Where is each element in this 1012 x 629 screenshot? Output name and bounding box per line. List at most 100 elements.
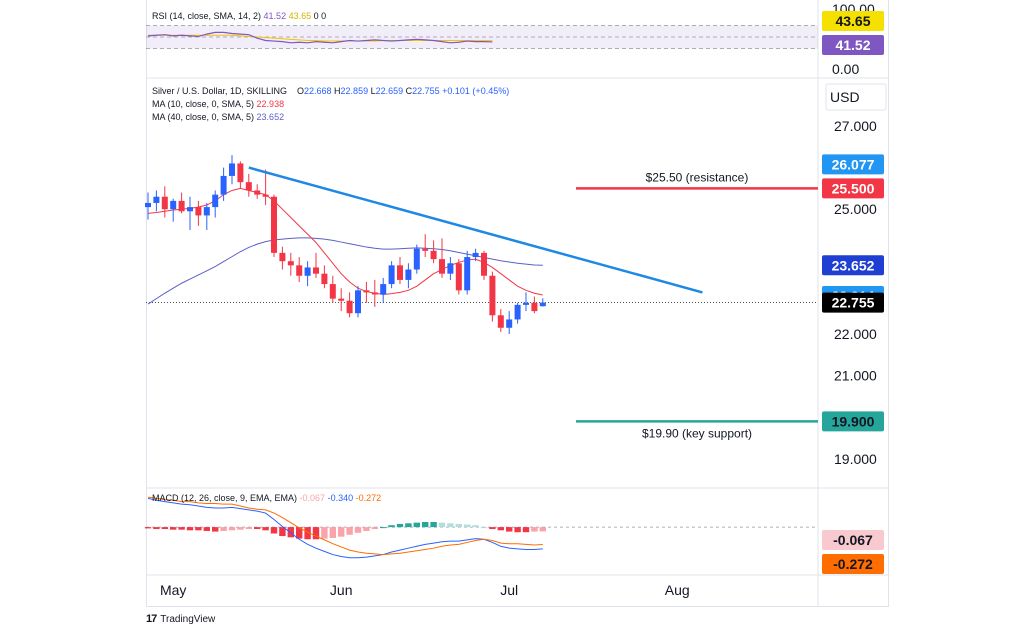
macd-histogram-bar xyxy=(195,527,202,531)
ohlc-part-1: 22.668 xyxy=(304,86,334,96)
time-axis-label: Jul xyxy=(500,582,518,598)
candle-body xyxy=(430,250,437,260)
macd-histogram-bar xyxy=(346,527,353,535)
macd-histogram-bar xyxy=(506,527,513,532)
macd-histogram-bar xyxy=(170,527,177,530)
macd-histogram-bar xyxy=(270,527,278,534)
macd-histogram-bar xyxy=(329,527,336,538)
macd-histogram-bar xyxy=(338,527,345,537)
macd-histogram-bar xyxy=(497,527,504,531)
price-tag-text: 25.500 xyxy=(832,180,875,196)
macd-histogram-bar xyxy=(489,527,496,530)
macd-histogram-bar xyxy=(279,527,286,537)
candle-body xyxy=(203,207,210,216)
candle-body xyxy=(371,292,378,295)
candle-body xyxy=(161,196,168,210)
macd-value-tag-text: -0.272 xyxy=(833,556,873,572)
macd-histogram-bar xyxy=(388,525,395,528)
candle-body xyxy=(338,298,345,301)
macd-histogram-bar xyxy=(220,527,227,531)
candle-body xyxy=(313,267,319,274)
ohlc-part-6: C xyxy=(406,86,413,96)
price-title: Silver / U.S. Dollar, 1D, SKILLING xyxy=(152,86,287,96)
price-tag-text: 19.900 xyxy=(832,413,875,429)
candle-body xyxy=(497,315,504,328)
macd-histogram-bar xyxy=(245,527,252,530)
ma-legend-value: 22.938 xyxy=(257,99,285,109)
candle-body xyxy=(489,275,496,316)
candle-body xyxy=(279,252,286,262)
candle-body xyxy=(237,163,244,183)
footer-brand: TradingView xyxy=(160,613,216,625)
candle-body xyxy=(170,200,177,210)
rsi-value-tag xyxy=(822,11,884,31)
macd-histogram-bar xyxy=(304,527,311,540)
macd-histogram-bar xyxy=(237,527,244,530)
price-tag-text: 23.652 xyxy=(832,257,875,273)
candle-body xyxy=(388,265,395,285)
candle-body xyxy=(355,290,361,314)
price-tick: 25.000 xyxy=(834,201,877,217)
candle-body xyxy=(439,259,445,274)
currency-label: USD xyxy=(830,89,860,105)
ohlc-part-0: O xyxy=(297,86,304,96)
candle-body xyxy=(329,284,336,299)
macd-legend-hist: -0.067 xyxy=(300,493,328,503)
ohlc-part-5: 22.659 xyxy=(376,86,406,96)
ma-legend-1: MA (40, close, 0, SMA, 5) 23.652 xyxy=(152,112,284,122)
macd-histogram-bar xyxy=(144,527,152,529)
candle-body xyxy=(321,273,328,285)
candle-body xyxy=(472,252,479,258)
candle-body xyxy=(220,175,227,195)
rsi-value-tag-text: 43.65 xyxy=(835,13,870,29)
macd-histogram-bar xyxy=(354,527,362,533)
candle-body xyxy=(481,252,487,276)
candle-body xyxy=(212,194,219,208)
candle-body xyxy=(397,265,403,280)
rsi-legend-label: RSI (14, close, SMA, 14, 2) xyxy=(152,11,264,21)
support-label: $19.90 (key support) xyxy=(642,426,752,440)
price-tick: 21.000 xyxy=(834,368,877,384)
candle-body xyxy=(178,200,185,212)
macd-histogram-bar xyxy=(455,523,462,528)
time-axis-label: Aug xyxy=(665,582,690,598)
macd-histogram-bar xyxy=(363,527,370,531)
price-tag-text: 22.755 xyxy=(832,295,875,311)
candle-body xyxy=(145,202,151,208)
rsi-value-tag-text: 41.52 xyxy=(835,37,870,53)
rsi-legend: RSI (14, close, SMA, 14, 2) 41.52 43.65 … xyxy=(152,11,326,21)
macd-histogram-bar xyxy=(380,527,387,529)
downtrend-line xyxy=(248,166,703,294)
macd-histogram-bar xyxy=(161,527,168,530)
candle-body xyxy=(254,190,261,195)
candle-body xyxy=(514,304,521,320)
macd-histogram-bar xyxy=(413,522,420,528)
ohlc-part-4: L xyxy=(371,86,376,96)
candle-body xyxy=(296,265,303,276)
candle-body xyxy=(271,196,277,253)
macd-histogram-bar xyxy=(480,527,488,529)
macd-histogram-bar xyxy=(262,527,269,531)
rsi-value-tag xyxy=(822,35,884,55)
macd-legend-label: MACD (12, 26, close, 9, EMA, EMA) xyxy=(152,493,300,503)
macd-histogram-bar xyxy=(371,527,378,530)
macd-value-tag xyxy=(822,554,884,574)
macd-histogram-bar xyxy=(312,527,320,540)
macd-histogram-bar xyxy=(321,527,328,539)
candle-body xyxy=(539,302,546,307)
macd-histogram-bar xyxy=(287,527,294,538)
macd-histogram-bar xyxy=(186,527,194,531)
macd-histogram-bar xyxy=(203,527,210,531)
candle-body xyxy=(447,263,454,274)
candle-body xyxy=(363,290,370,293)
macd-histogram-bar xyxy=(531,527,538,532)
ma-legend-value: 23.652 xyxy=(257,112,285,122)
ohlc-legend: O22.668 H22.859 L22.659 C22.755 +0.101 (… xyxy=(297,86,509,96)
macd-line xyxy=(147,497,543,559)
macd-histogram-bar xyxy=(296,527,303,539)
macd-histogram-bar xyxy=(514,527,521,533)
macd-histogram-bar xyxy=(178,527,185,530)
macd-value-tag xyxy=(822,530,884,550)
candle-body xyxy=(229,163,235,176)
